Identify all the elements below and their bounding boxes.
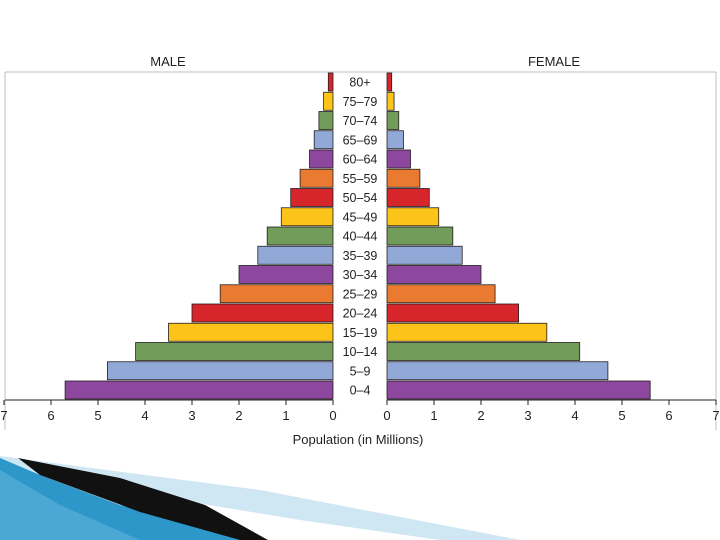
x-axis-label: Population (in Millions) [293, 432, 424, 447]
female-x-tick-label: 2 [477, 408, 484, 423]
age-group-labels: 80+ 75–79 70–74 65–69 60–64 55–59 50–54 45–49 40… [343, 76, 378, 398]
male-bar [135, 342, 334, 361]
male-bar [290, 188, 334, 207]
age-group-label: 80+ [349, 76, 370, 90]
female-bar [386, 188, 430, 207]
male-bar [323, 91, 334, 111]
swoosh-light-band [0, 456, 520, 540]
female-bar [386, 149, 411, 169]
age-group-label: 40–44 [343, 230, 378, 244]
male-bar [238, 265, 334, 284]
male-x-tick-label: 1 [282, 408, 289, 423]
age-group-label: 10–14 [343, 345, 378, 359]
female-x-tick-label: 1 [430, 408, 437, 423]
swoosh-stripes [0, 470, 140, 540]
male-bar [257, 245, 334, 265]
bars-group [64, 72, 651, 400]
age-group-label: 60–64 [343, 153, 378, 167]
female-bar [386, 361, 609, 381]
female-bar [386, 168, 421, 188]
female-bar [386, 265, 482, 284]
female-bar [386, 226, 454, 246]
female-bar [386, 245, 463, 265]
age-group-label: 20–24 [343, 307, 378, 321]
age-group-label: 5–9 [350, 364, 371, 378]
male-x-tick-label: 6 [47, 408, 54, 423]
male-bar [168, 322, 334, 342]
swoosh-dark-band [18, 458, 268, 540]
age-group-label: 65–69 [343, 133, 378, 147]
male-bar [219, 284, 334, 304]
male-x-tick-label: 3 [188, 408, 195, 423]
female-bar [386, 130, 404, 150]
x-axes: 7 6 5 4 3 2 1 0 0 1 2 3 4 5 6 7 [0, 399, 720, 423]
female-series-label: FEMALE [528, 54, 580, 69]
female-bar [386, 303, 520, 323]
female-bar [386, 380, 651, 400]
age-group-label: 70–74 [343, 114, 378, 128]
age-group-label: 50–54 [343, 191, 378, 205]
age-group-label: 75–79 [343, 95, 378, 109]
female-bar [386, 322, 548, 342]
male-bar [318, 111, 334, 130]
female-x-tick-label: 4 [571, 408, 578, 423]
male-bar [266, 226, 334, 246]
chart-frame [4, 71, 717, 430]
age-group-label: 15–19 [343, 326, 378, 340]
female-bar [386, 284, 496, 304]
female-bar [386, 342, 581, 361]
male-bar [299, 168, 334, 188]
male-x-tick-label: 0 [329, 408, 336, 423]
female-x-tick-label: 6 [665, 408, 672, 423]
female-bar [386, 91, 395, 111]
female-x-tick-label: 0 [383, 408, 390, 423]
female-x-tick-label: 3 [524, 408, 531, 423]
male-bar [309, 149, 334, 169]
male-x-tick-label: 2 [235, 408, 242, 423]
age-group-label: 0–4 [350, 384, 371, 398]
age-group-label: 55–59 [343, 172, 378, 186]
male-bar [191, 303, 334, 323]
male-bar [107, 361, 334, 381]
male-bar [280, 207, 334, 227]
male-x-tick-label: 7 [0, 408, 7, 423]
male-bar [327, 72, 334, 92]
female-bar [386, 207, 440, 227]
male-series-label: MALE [150, 54, 186, 69]
male-x-tick-label: 4 [141, 408, 148, 423]
female-bar [386, 111, 400, 130]
female-bar [386, 72, 393, 92]
female-x-tick-label: 5 [618, 408, 625, 423]
age-group-label: 45–49 [343, 210, 378, 224]
age-group-label: 30–34 [343, 268, 378, 282]
female-x-tick-label: 7 [712, 408, 719, 423]
age-group-label: 25–29 [343, 287, 378, 301]
male-bar [64, 380, 334, 400]
male-x-tick-label: 5 [94, 408, 101, 423]
age-group-label: 35–39 [343, 249, 378, 263]
male-bar [313, 130, 334, 150]
